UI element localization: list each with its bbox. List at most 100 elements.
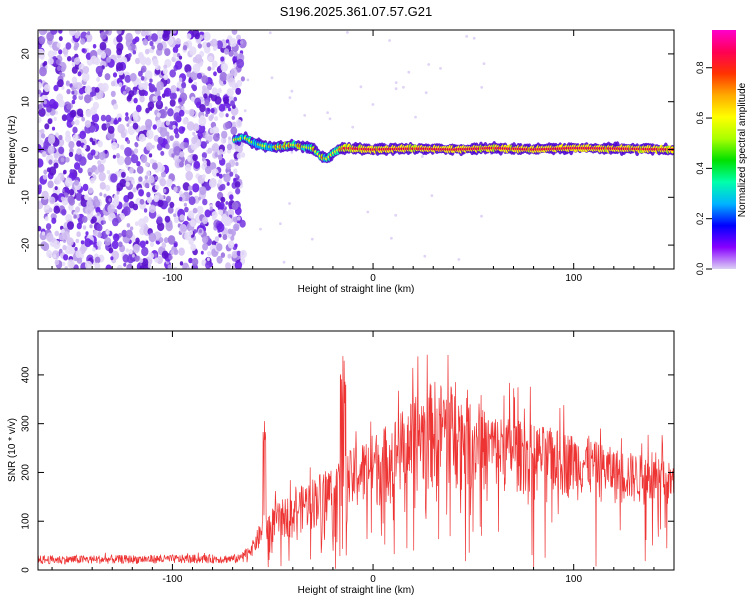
y-tick-label: -20 bbox=[21, 237, 32, 252]
spectrogram-noise-blob bbox=[97, 140, 103, 148]
spectrogram-noise-blob bbox=[116, 155, 125, 166]
spectrogram-noise-blob bbox=[140, 154, 148, 164]
spectrogram-noise-blob bbox=[138, 176, 143, 182]
spectrogram-noise-blob bbox=[188, 238, 194, 246]
spectrogram-noise-blob bbox=[203, 93, 208, 99]
spectrogram-noise-blob bbox=[61, 114, 68, 122]
spectrogram-noise-blob bbox=[169, 69, 176, 78]
spectrogram-noise-blob bbox=[144, 175, 148, 180]
y-tick-label: 0 bbox=[21, 146, 32, 152]
spectrogram-noise-blob bbox=[90, 55, 98, 65]
spectrogram-noise-blob bbox=[62, 244, 67, 251]
spectrogram-noise-blob bbox=[140, 75, 145, 81]
spectrogram-noise-blob bbox=[227, 240, 235, 249]
spectrogram-noise-blob bbox=[233, 177, 237, 182]
spectrogram-noise-blob bbox=[117, 123, 125, 134]
spectrogram-noise-blob bbox=[96, 212, 100, 216]
spectrogram-noise-blob bbox=[117, 117, 122, 122]
spectrogram-noise-blob bbox=[132, 203, 139, 211]
spectrogram-noise-blob bbox=[97, 246, 101, 250]
spectrogram-faint-speck bbox=[430, 194, 434, 198]
spectrogram-noise-blob bbox=[82, 183, 89, 192]
spectrogram-noise-blob bbox=[143, 90, 148, 96]
spectrogram-noise-blob bbox=[76, 231, 81, 238]
spectrogram-noise-blob bbox=[167, 264, 172, 269]
spectrogram-noise-blob bbox=[84, 194, 89, 201]
spectrogram-noise-blob bbox=[240, 76, 245, 82]
spectrogram-noise-blob bbox=[38, 36, 46, 45]
spectrogram-noise-blob bbox=[201, 174, 206, 179]
spectrogram-noise-blob bbox=[105, 230, 110, 235]
spectrogram-noise-blob bbox=[104, 237, 112, 246]
spectrogram-noise-blob bbox=[56, 42, 61, 48]
spectrogram-noise-blob bbox=[183, 202, 187, 207]
spectrogram-noise-blob bbox=[202, 198, 208, 206]
spectrogram-noise-blob bbox=[71, 90, 75, 95]
spectrogram-noise-blob bbox=[38, 117, 42, 123]
spectrogram-noise-blob bbox=[47, 50, 55, 58]
spectrogram-noise-blob bbox=[240, 40, 244, 45]
spectrogram-noise-blob bbox=[138, 83, 145, 91]
spectrogram-noise-blob bbox=[120, 144, 125, 150]
spectrogram-noise-blob bbox=[161, 250, 169, 259]
spectrogram-noise-blob bbox=[127, 119, 132, 124]
spectrogram-noise-blob bbox=[132, 243, 140, 254]
spectrogram-noise-blob bbox=[67, 56, 72, 62]
spectrogram-noise-blob bbox=[46, 167, 52, 173]
spectrogram-noise-blob bbox=[157, 222, 165, 232]
spectrogram-noise-blob bbox=[236, 58, 245, 69]
spectrogram-noise-blob bbox=[81, 48, 86, 53]
spectrogram-noise-blob bbox=[149, 78, 153, 83]
spectrogram-noise-blob bbox=[56, 65, 62, 72]
spectrogram-noise-blob bbox=[42, 174, 48, 180]
spectrogram-noise-blob bbox=[223, 173, 231, 183]
spectrogram-noise-blob bbox=[74, 246, 78, 251]
spectrogram-noise-blob bbox=[192, 154, 198, 162]
spectrogram-noise-blob bbox=[53, 84, 59, 92]
spectrogram-noise-blob bbox=[66, 104, 72, 110]
spectrogram-noise-blob bbox=[38, 104, 43, 110]
spectrogram-noise-blob bbox=[174, 122, 178, 127]
spectrogram-noise-blob bbox=[116, 34, 123, 43]
spectrogram-noise-blob bbox=[116, 30, 122, 35]
spectrogram-noise-blob bbox=[38, 30, 47, 36]
spectrogram-faint-speck bbox=[259, 227, 262, 231]
spectrogram-noise-blob bbox=[71, 120, 75, 126]
spectrogram-noise-blob bbox=[135, 104, 142, 113]
spectrogram-faint-speck bbox=[420, 155, 424, 158]
spectrogram-noise-blob bbox=[218, 103, 226, 112]
spectrogram-noise-blob bbox=[191, 257, 199, 266]
spectrogram-noise-blob bbox=[233, 51, 238, 57]
spectrogram-noise-blob bbox=[44, 123, 50, 130]
spectrogram-noise-blob bbox=[241, 152, 246, 158]
spectrogram-noise-blob bbox=[67, 195, 75, 204]
spectrogram-noise-blob bbox=[144, 118, 153, 129]
spectrogram-noise-blob bbox=[192, 207, 198, 214]
spectrogram-noise-blob bbox=[97, 160, 102, 166]
spectrogram-noise-blob bbox=[212, 46, 217, 52]
spectrogram-noise-blob bbox=[135, 57, 141, 65]
spectrogram-noise-blob bbox=[85, 260, 93, 269]
spectrogram-noise-blob bbox=[80, 113, 84, 118]
spectrogram-noise-blob bbox=[235, 119, 243, 128]
spectrogram-noise-blob bbox=[139, 95, 145, 103]
spectrogram-noise-blob bbox=[38, 89, 42, 95]
snr-x-ticks: -100 0 100 bbox=[51, 331, 655, 585]
spectrogram-noise-blob bbox=[198, 196, 201, 201]
spectrogram-noise-blob bbox=[129, 226, 134, 231]
spectrogram-noise-blob bbox=[188, 78, 193, 84]
spectrogram-noise-blob bbox=[226, 73, 234, 83]
spectrogram-noise-blob bbox=[53, 50, 57, 56]
spectrogram-noise-blob bbox=[223, 80, 227, 85]
spectrogram-noise-blob bbox=[113, 194, 119, 202]
spectrogram-noise-blob bbox=[107, 125, 115, 134]
x-tick-label: 100 bbox=[565, 574, 582, 585]
spectrogram-noise-blob bbox=[220, 56, 225, 62]
spectrogram-noise-blob bbox=[167, 108, 174, 117]
spectrogram-noise-blob bbox=[173, 242, 178, 248]
spectrogram-noise-blob bbox=[219, 71, 228, 82]
spectrogram-noise-blob bbox=[76, 222, 82, 230]
spectrogram-noise-blob bbox=[89, 91, 95, 98]
spectrogram-noise-blob bbox=[45, 223, 52, 230]
spectrogram-noise-blob bbox=[168, 254, 173, 260]
